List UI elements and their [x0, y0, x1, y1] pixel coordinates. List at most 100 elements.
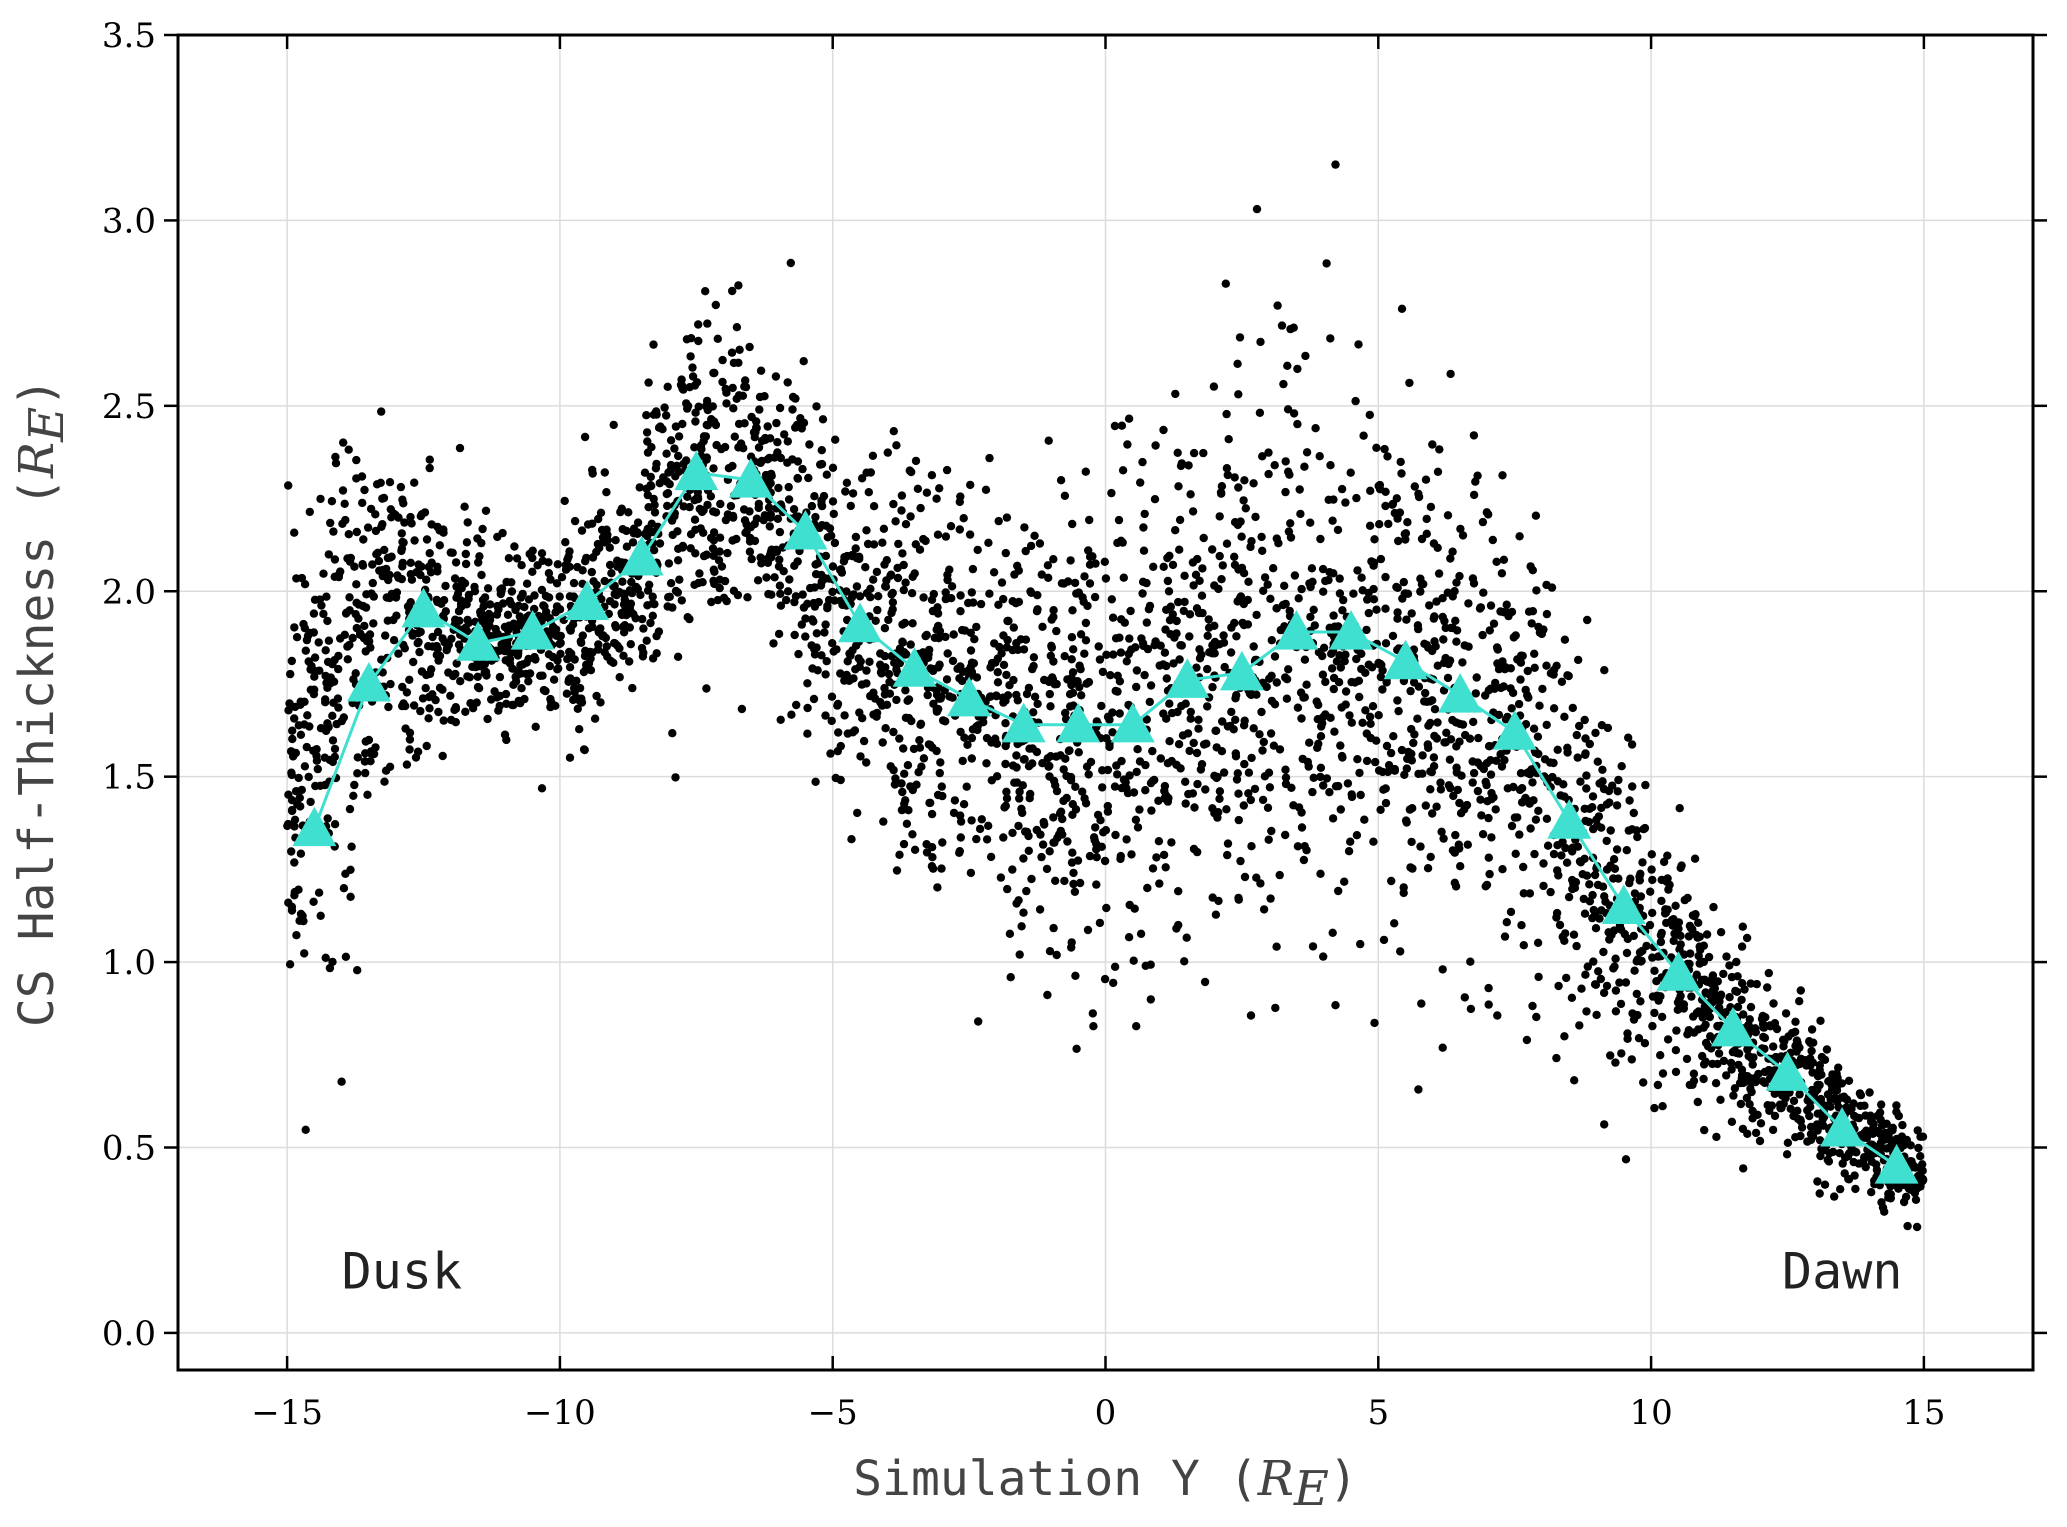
- scatter-point: [994, 516, 1003, 526]
- scatter-point: [1193, 847, 1202, 857]
- scatter-point: [1791, 1133, 1800, 1142]
- scatter-point: [1872, 1160, 1881, 1169]
- x-axis-unit-sub: E: [1293, 1461, 1329, 1517]
- scatter-point: [1325, 568, 1334, 577]
- scatter-point: [1322, 774, 1332, 783]
- scatter-point: [1328, 814, 1338, 823]
- scatter-point: [721, 515, 731, 525]
- scatter-point: [1239, 496, 1248, 505]
- scatter-point: [1582, 771, 1591, 780]
- scatter-point: [984, 821, 993, 830]
- scatter-point: [703, 405, 712, 415]
- scatter-point: [1636, 957, 1646, 966]
- y-tick-label: 3.5: [102, 16, 156, 56]
- scatter-point: [829, 509, 838, 519]
- scatter-point: [1372, 443, 1381, 452]
- scatter-point: [338, 486, 348, 495]
- scatter-point: [1235, 333, 1245, 342]
- scatter-point: [1374, 481, 1383, 491]
- scatter-point: [873, 605, 882, 615]
- scatter-point: [605, 543, 614, 552]
- scatter-point: [851, 532, 861, 542]
- scatter-point: [476, 662, 485, 671]
- scatter-point: [879, 817, 888, 826]
- scatter-point: [673, 652, 683, 661]
- scatter-point: [1049, 813, 1058, 822]
- scatter-point: [647, 443, 656, 452]
- scatter-point: [706, 533, 716, 543]
- scatter-point: [442, 646, 451, 655]
- scatter-point: [760, 392, 769, 401]
- scatter-point: [1822, 1045, 1832, 1054]
- scatter-point: [1014, 821, 1023, 831]
- scatter-point: [1764, 1065, 1774, 1075]
- scatter-point: [793, 557, 802, 566]
- scatter-point: [1519, 941, 1529, 950]
- scatter-point: [709, 464, 718, 473]
- scatter-point: [290, 623, 299, 632]
- scatter-point: [1335, 574, 1344, 583]
- scatter-point: [1575, 721, 1584, 731]
- scatter-point: [1321, 710, 1330, 719]
- scatter-point: [1295, 485, 1304, 494]
- scatter-point: [1374, 658, 1383, 668]
- scatter-point: [773, 438, 782, 447]
- scatter-point: [791, 394, 800, 403]
- scatter-point: [1339, 595, 1348, 605]
- scatter-point: [762, 573, 771, 582]
- scatter-point: [1392, 582, 1401, 592]
- scatter-point: [882, 700, 892, 709]
- scatter-point: [295, 793, 304, 802]
- scatter-point: [1318, 670, 1328, 679]
- scatter-point: [1423, 864, 1433, 873]
- scatter-point: [619, 651, 628, 660]
- scatter-point: [1114, 515, 1124, 525]
- scatter-point: [776, 589, 785, 598]
- scatter-point: [406, 558, 415, 567]
- scatter-point: [1614, 775, 1623, 785]
- scatter-point: [1916, 1152, 1925, 1161]
- scatter-point: [287, 806, 297, 816]
- scatter-point: [1830, 1192, 1839, 1201]
- scatter-point: [694, 320, 703, 329]
- scatter-point: [690, 443, 699, 452]
- scatter-point: [1293, 842, 1303, 851]
- scatter-point: [1224, 435, 1233, 444]
- scatter-point: [688, 363, 697, 372]
- scatter-point: [405, 745, 414, 754]
- scatter-point: [897, 491, 907, 500]
- scatter-point: [380, 545, 389, 555]
- scatter-point: [1519, 862, 1528, 872]
- scatter-point: [1281, 830, 1290, 840]
- scatter-point: [332, 719, 341, 729]
- scatter-point: [1325, 623, 1334, 632]
- scatter-point: [1466, 957, 1475, 966]
- scatter-point: [663, 501, 672, 511]
- scatter-point: [1413, 714, 1422, 723]
- scatter-point: [1418, 751, 1427, 760]
- scatter-point: [1056, 826, 1066, 836]
- scatter-point: [1362, 756, 1372, 766]
- scatter-point: [919, 754, 929, 763]
- scatter-point: [1281, 673, 1290, 682]
- scatter-point: [1017, 922, 1026, 931]
- scatter-point: [1006, 973, 1015, 982]
- scatter-point: [405, 735, 415, 744]
- scatter-point: [1709, 902, 1718, 912]
- scatter-point: [1807, 1085, 1817, 1095]
- scatter-point: [1033, 605, 1042, 614]
- scatter-point: [668, 729, 677, 738]
- scatter-point: [1258, 795, 1268, 805]
- scatter-point: [1527, 619, 1536, 628]
- scatter-point: [1647, 865, 1656, 874]
- scatter-point: [842, 670, 851, 680]
- grid-lines: [178, 34, 2033, 1370]
- scatter-point: [1356, 939, 1365, 949]
- scatter-point: [1170, 633, 1179, 642]
- scatter-point: [1367, 557, 1376, 566]
- scatter-point: [578, 566, 587, 575]
- scatter-point: [825, 524, 835, 533]
- scatter-point: [1353, 755, 1362, 764]
- scatter-point: [1479, 588, 1488, 597]
- mean-triangle-marker: [346, 661, 391, 702]
